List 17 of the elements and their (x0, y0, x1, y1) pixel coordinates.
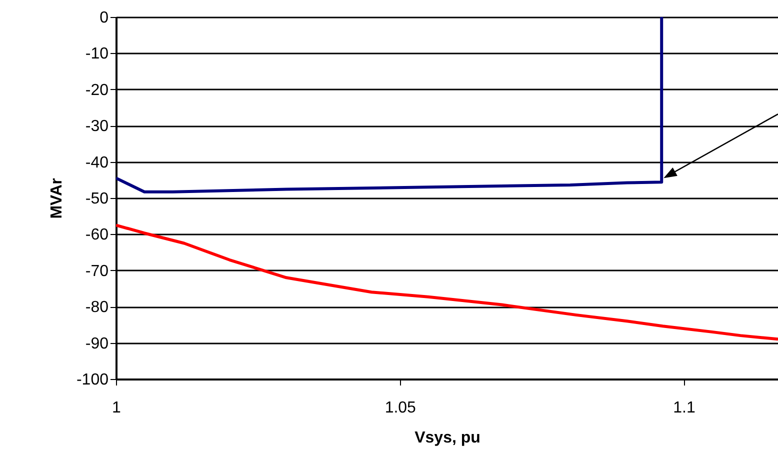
line-series (116, 17, 664, 194)
y-tick-label: -30 (85, 118, 109, 136)
y-tick-label: -80 (85, 299, 109, 316)
y-axis-title: MVAr (48, 178, 66, 219)
y-tick-label: 0 (100, 10, 109, 26)
x-tick-label: 1 (112, 400, 122, 416)
x-tick-label: 1.05 (384, 400, 416, 416)
y-tick-label: -100 (76, 372, 109, 388)
y-tick-label: -20 (85, 82, 109, 99)
y-tick-label: -40 (85, 154, 109, 172)
y-tick-label: -10 (85, 46, 109, 63)
y-tick-label: -70 (85, 262, 109, 280)
y-tick-label: -50 (85, 190, 109, 208)
x-axis-title: Vsys, pu (414, 430, 480, 446)
y-tick-label: -60 (85, 226, 109, 244)
y-tick-label: -90 (85, 335, 109, 352)
x-tick-label: 1.1 (673, 400, 696, 416)
